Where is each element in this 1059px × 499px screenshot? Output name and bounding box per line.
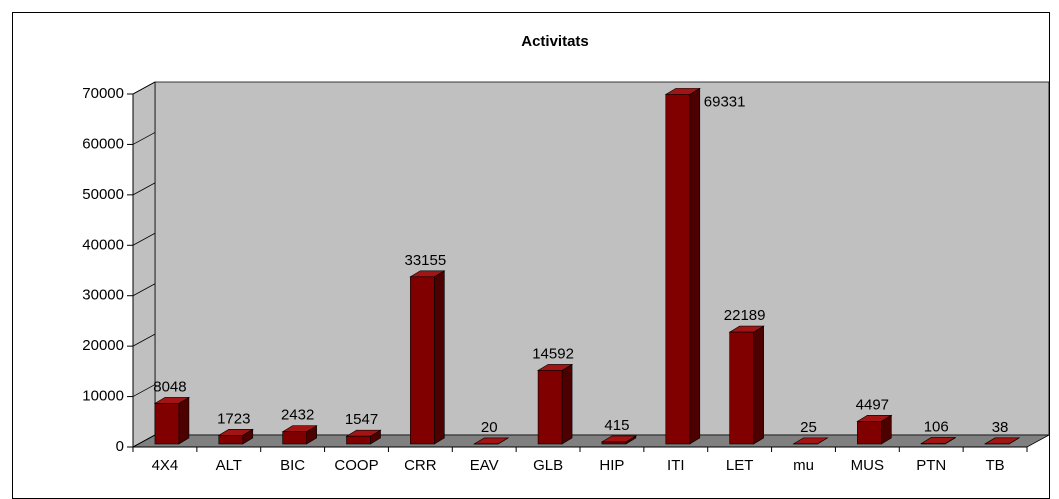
x-tick-label: HIP [599,457,624,474]
value-label: 8048 [153,378,186,395]
value-label: 33155 [404,252,446,269]
value-label: 415 [604,417,629,434]
bar-side [753,325,764,445]
bar [282,431,307,445]
y-tick-label: 70000 [82,85,124,102]
value-label: 25 [800,419,817,436]
wall-tick [132,384,156,397]
value-label: 22189 [724,307,766,324]
wall-tick [132,182,156,196]
side-wall [132,81,156,448]
value-label: 2432 [281,407,314,424]
y-tick-label: 60000 [82,135,124,152]
value-label: 14592 [532,345,574,362]
value-label: 4497 [856,396,889,413]
bar-side [434,270,445,445]
y-tick-label: 10000 [82,388,124,405]
value-label: 1547 [345,411,378,428]
bar [154,403,180,445]
y-tick-label: 50000 [82,186,124,203]
bar [601,441,627,445]
bar [346,435,371,445]
value-label: 20 [481,419,498,436]
bar [410,276,435,445]
x-tick-label: PTN [916,457,946,474]
y-tick-label: 30000 [82,287,124,304]
x-tick-label: EAV [470,457,499,474]
wall-tick [132,434,156,448]
x-tick-label: GLB [533,457,563,474]
bar [729,331,754,445]
x-tick-label: BIC [280,457,305,474]
bar-side [689,87,701,445]
wall-tick [132,132,156,145]
x-tick-label: ITI [667,457,685,474]
wall-tick [132,232,156,246]
value-label: 1723 [217,410,250,427]
bar [857,421,882,445]
bar [920,443,946,445]
back-wall [154,81,1050,436]
bar [665,94,691,445]
value-label: 69331 [704,93,746,110]
x-tick-label: ALT [216,457,242,474]
x-tick-label: TB [985,457,1004,474]
wall-tick [132,81,156,95]
bar-side [178,396,190,445]
y-tick-label: 0 [116,438,124,455]
bar-side [561,363,573,445]
y-tick-label: 40000 [82,236,124,253]
y-tick-label: 20000 [82,337,124,354]
x-tick-label: mu [793,457,814,474]
value-label: 106 [924,418,949,435]
x-tick-label: 4X4 [152,457,179,474]
bar [218,435,244,445]
bar [537,370,563,445]
wall-tick [132,333,156,347]
x-tick-label: MUS [851,457,884,474]
floor [132,434,1050,448]
value-label: 38 [992,419,1009,436]
x-tick-label: LET [726,457,754,474]
x-tick-label: CRR [404,457,437,474]
chart-title: Activitats [521,33,589,50]
wall-tick [132,283,156,297]
x-tick-label: COOP [334,457,378,474]
